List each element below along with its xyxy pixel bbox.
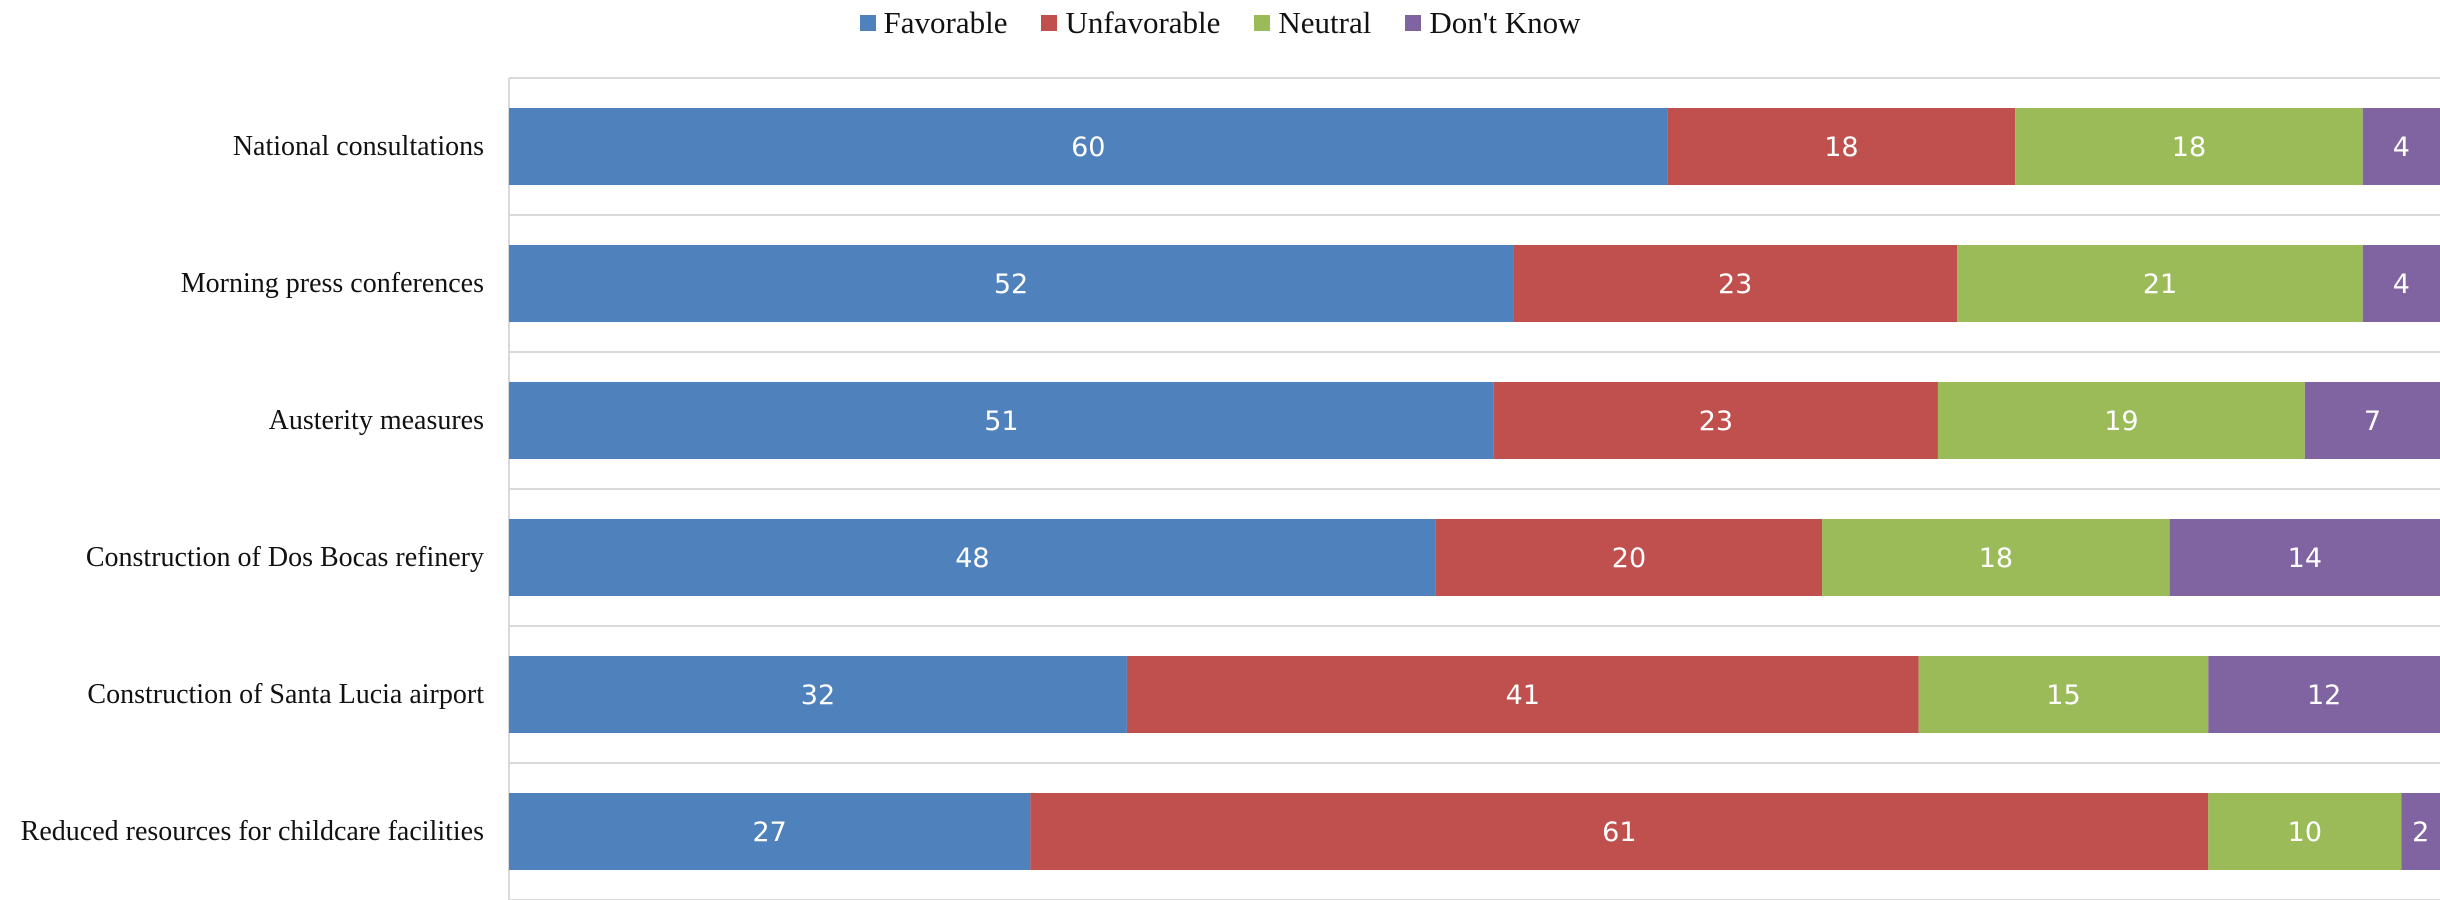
- bar-favorable-morning-press-conferences: [509, 245, 1514, 322]
- legend-item-don-t-know: Don't Know: [1405, 5, 1581, 41]
- legend-swatch: [859, 15, 876, 31]
- bar-neutral-reduced-resources-for-childcare-facilities: [2208, 793, 2402, 870]
- data-label-unfavorable-national-consultations: 18: [1824, 132, 1858, 163]
- bar-favorable-reduced-resources-for-childcare-facilities: [509, 793, 1031, 870]
- bar-neutral-national-consultations: [2015, 108, 2363, 185]
- bar-neutral-austerity-measures: [1937, 382, 2305, 459]
- legend-item-unfavorable: Unfavorable: [1041, 5, 1220, 41]
- data-label-unfavorable-morning-press-conferences: 23: [1718, 269, 1752, 300]
- legend-label: Don't Know: [1429, 5, 1581, 40]
- bar-don-t-know-reduced-resources-for-childcare-facilities: [2401, 793, 2440, 870]
- bar-favorable-construction-of-dos-bocas-refinery: [509, 519, 1436, 596]
- data-label-favorable-construction-of-santa-lucia-airport: 32: [801, 680, 835, 711]
- bar-unfavorable-construction-of-dos-bocas-refinery: [1435, 519, 1823, 596]
- data-label-neutral-national-consultations: 18: [2172, 132, 2206, 163]
- data-label-unfavorable-reduced-resources-for-childcare-facilities: 61: [1602, 817, 1636, 848]
- data-label-don-t-know-morning-press-conferences: 4: [2393, 269, 2410, 300]
- data-label-don-t-know-construction-of-santa-lucia-airport: 12: [2307, 680, 2341, 711]
- data-label-neutral-morning-press-conferences: 21: [2143, 269, 2177, 300]
- legend-swatch: [1254, 15, 1271, 31]
- bar-unfavorable-national-consultations: [1667, 108, 2016, 185]
- bar-don-t-know-construction-of-santa-lucia-airport: [2208, 656, 2440, 733]
- category-label-construction-of-santa-lucia-airport: Construction of Santa Lucia airport: [87, 679, 484, 710]
- category-label-construction-of-dos-bocas-refinery: Construction of Dos Bocas refinery: [86, 542, 484, 573]
- data-label-unfavorable-construction-of-santa-lucia-airport: 41: [1506, 680, 1540, 711]
- bar-favorable-austerity-measures: [509, 382, 1494, 459]
- data-label-don-t-know-national-consultations: 4: [2393, 132, 2410, 163]
- bar-neutral-construction-of-santa-lucia-airport: [1918, 656, 2209, 733]
- bar-neutral-morning-press-conferences: [1957, 245, 2363, 322]
- category-label-national-consultations: National consultations: [233, 131, 484, 162]
- data-label-favorable-reduced-resources-for-childcare-facilities: 27: [753, 817, 787, 848]
- data-label-favorable-austerity-measures: 51: [984, 406, 1018, 437]
- data-label-don-t-know-construction-of-dos-bocas-refinery: 14: [2288, 543, 2322, 574]
- bar-favorable-national-consultations: [509, 108, 1668, 185]
- bar-don-t-know-national-consultations: [2362, 108, 2440, 185]
- data-label-unfavorable-austerity-measures: 23: [1699, 406, 1733, 437]
- legend-label: Neutral: [1278, 5, 1372, 40]
- legend-item-neutral: Neutral: [1254, 5, 1371, 41]
- data-label-unfavorable-construction-of-dos-bocas-refinery: 20: [1612, 543, 1646, 574]
- data-label-neutral-reduced-resources-for-childcare-facilities: 10: [2288, 817, 2322, 848]
- data-label-neutral-construction-of-dos-bocas-refinery: 18: [1979, 543, 2013, 574]
- category-label-austerity-measures: Austerity measures: [269, 405, 484, 436]
- bar-favorable-construction-of-santa-lucia-airport: [509, 656, 1127, 733]
- data-label-neutral-construction-of-santa-lucia-airport: 15: [2046, 680, 2080, 711]
- legend: Favorable Unfavorable Neutral Don't Know: [0, 0, 2440, 46]
- category-label-morning-press-conferences: Morning press conferences: [181, 268, 484, 299]
- category-label-reduced-resources-for-childcare-facilities: Reduced resources for childcare faciliti…: [21, 816, 484, 847]
- data-label-favorable-morning-press-conferences: 52: [994, 269, 1028, 300]
- data-label-favorable-construction-of-dos-bocas-refinery: 48: [955, 543, 989, 574]
- legend-label: Favorable: [883, 5, 1008, 40]
- legend-swatch: [1041, 15, 1058, 31]
- bar-unfavorable-reduced-resources-for-childcare-facilities: [1030, 793, 2209, 870]
- data-label-don-t-know-reduced-resources-for-childcare-facilities: 2: [2412, 817, 2429, 848]
- bar-neutral-construction-of-dos-bocas-refinery: [1822, 519, 2170, 596]
- bar-don-t-know-construction-of-dos-bocas-refinery: [2169, 519, 2440, 596]
- data-label-don-t-know-austerity-measures: 7: [2364, 406, 2381, 437]
- bar-don-t-know-austerity-measures: [2304, 382, 2440, 459]
- data-label-favorable-national-consultations: 60: [1071, 132, 1105, 163]
- legend-label: Unfavorable: [1065, 5, 1221, 40]
- data-label-neutral-austerity-measures: 19: [2104, 406, 2138, 437]
- bar-unfavorable-morning-press-conferences: [1513, 245, 1958, 322]
- bar-unfavorable-austerity-measures: [1493, 382, 1938, 459]
- legend-swatch: [1405, 15, 1422, 31]
- bar-unfavorable-construction-of-santa-lucia-airport: [1126, 656, 1919, 733]
- bar-don-t-know-morning-press-conferences: [2362, 245, 2440, 322]
- legend-item-favorable: Favorable: [859, 5, 1008, 41]
